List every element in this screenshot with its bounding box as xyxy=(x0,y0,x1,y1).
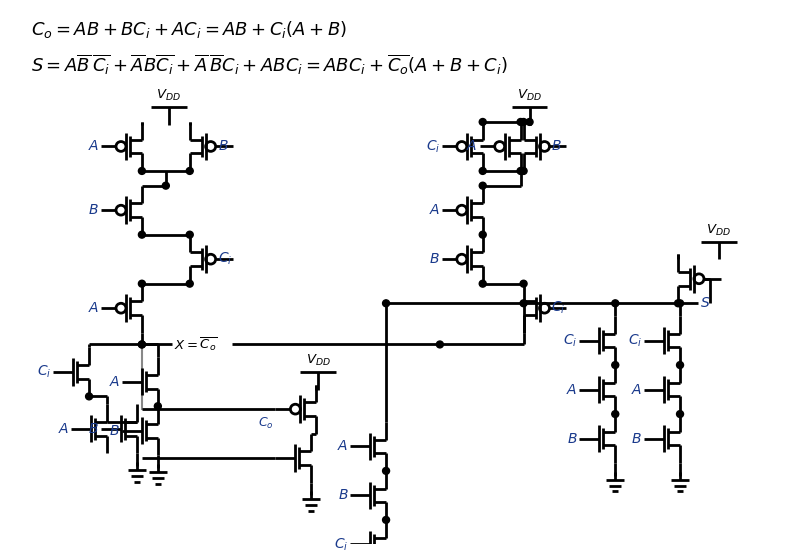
Circle shape xyxy=(436,341,444,348)
Circle shape xyxy=(138,280,146,287)
Circle shape xyxy=(138,341,146,348)
Text: $B$: $B$ xyxy=(89,422,99,436)
Circle shape xyxy=(186,231,193,238)
Circle shape xyxy=(479,182,486,189)
Text: $A$: $A$ xyxy=(58,422,69,436)
Text: $B$: $B$ xyxy=(89,203,99,217)
Circle shape xyxy=(479,280,486,287)
Circle shape xyxy=(517,119,524,125)
Text: $C_o = AB + BC_i + AC_i = AB + C_i(A + B)$: $C_o = AB + BC_i + AC_i = AB + C_i(A + B… xyxy=(31,19,348,40)
Text: $C_i$: $C_i$ xyxy=(334,536,349,552)
Circle shape xyxy=(382,516,390,524)
Circle shape xyxy=(517,167,524,175)
Circle shape xyxy=(186,280,193,287)
Circle shape xyxy=(186,167,193,175)
Text: $V_{DD}$: $V_{DD}$ xyxy=(707,223,732,238)
Text: $C_i$: $C_i$ xyxy=(563,332,577,348)
Text: $A$: $A$ xyxy=(466,140,477,153)
Circle shape xyxy=(612,300,619,307)
Circle shape xyxy=(676,362,683,368)
Circle shape xyxy=(138,167,146,175)
Circle shape xyxy=(163,182,169,189)
Circle shape xyxy=(520,280,527,287)
Text: $S$: $S$ xyxy=(700,296,710,310)
Text: $V_{DD}$: $V_{DD}$ xyxy=(517,88,542,104)
Text: $A$: $A$ xyxy=(88,301,99,315)
Text: $B$: $B$ xyxy=(567,432,577,445)
Text: $B$: $B$ xyxy=(109,424,120,438)
Circle shape xyxy=(520,167,527,175)
Circle shape xyxy=(676,300,683,307)
Text: $A$: $A$ xyxy=(566,383,577,397)
Circle shape xyxy=(85,393,93,400)
Circle shape xyxy=(479,167,486,175)
Circle shape xyxy=(676,411,683,418)
Text: $V_{DD}$: $V_{DD}$ xyxy=(306,353,331,368)
Circle shape xyxy=(526,119,533,125)
Text: $A$: $A$ xyxy=(337,439,349,453)
Text: $B$: $B$ xyxy=(337,489,349,502)
Text: $B$: $B$ xyxy=(217,140,229,153)
Circle shape xyxy=(612,411,619,418)
Text: $X=\overline{C_o}$: $X=\overline{C_o}$ xyxy=(174,336,217,353)
Circle shape xyxy=(138,341,146,348)
Circle shape xyxy=(612,362,619,368)
Text: $B$: $B$ xyxy=(551,140,562,153)
Circle shape xyxy=(138,231,146,238)
Text: $C_i$: $C_i$ xyxy=(426,138,440,155)
Text: $S = A\overline{B}\,\overline{C_i} + \overline{A}B\overline{C_i}+ \overline{A}\,: $S = A\overline{B}\,\overline{C_i} + \ov… xyxy=(31,53,508,77)
Text: $B$: $B$ xyxy=(429,252,440,266)
Text: $C_i$: $C_i$ xyxy=(37,363,52,380)
Text: $A$: $A$ xyxy=(88,140,99,153)
Text: $A$: $A$ xyxy=(109,375,120,389)
Circle shape xyxy=(520,300,527,307)
Text: $B$: $B$ xyxy=(631,432,642,445)
Text: $V_{DD}$: $V_{DD}$ xyxy=(156,88,181,104)
Text: $C_i$: $C_i$ xyxy=(217,251,232,268)
Text: $A$: $A$ xyxy=(428,203,440,217)
Circle shape xyxy=(382,468,390,474)
Circle shape xyxy=(675,300,682,307)
Text: $C_i$: $C_i$ xyxy=(628,332,642,348)
Text: $C_o$: $C_o$ xyxy=(258,416,274,432)
Circle shape xyxy=(479,119,486,125)
Circle shape xyxy=(382,300,390,307)
Circle shape xyxy=(155,403,161,409)
Text: $A$: $A$ xyxy=(631,383,642,397)
Text: $C_i$: $C_i$ xyxy=(551,300,566,316)
Circle shape xyxy=(479,231,486,238)
Circle shape xyxy=(520,119,527,125)
